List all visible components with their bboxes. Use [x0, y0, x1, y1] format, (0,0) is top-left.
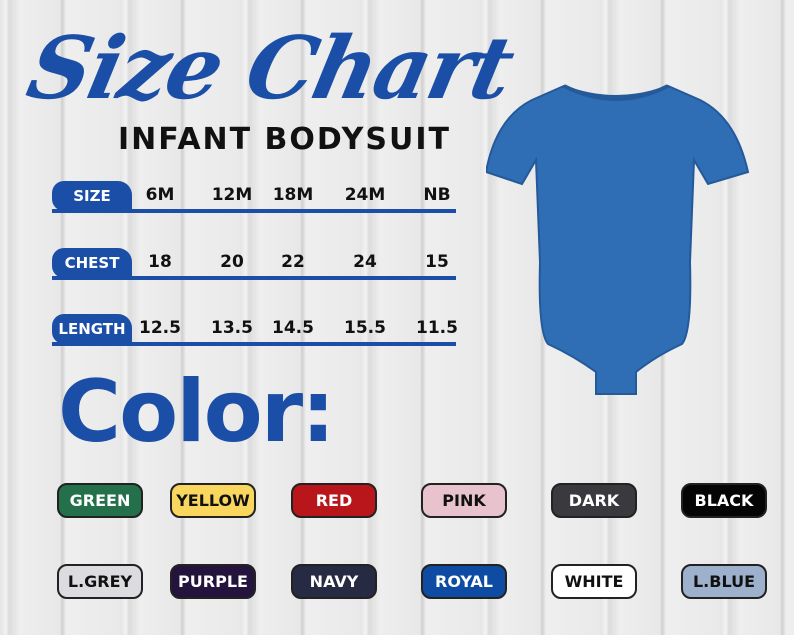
color-swatch-black[interactable]: BLACK: [681, 483, 767, 518]
color-swatch-yellow[interactable]: YELLOW: [170, 483, 256, 518]
table-cell: 24M: [344, 185, 386, 205]
table-cell: 13.5: [211, 318, 253, 338]
table-cell: 11.5: [416, 318, 458, 338]
color-swatch-pink[interactable]: PINK: [421, 483, 507, 518]
title: Size Chart: [19, 18, 521, 119]
table-cell: 15.5: [344, 318, 386, 338]
color-swatch-royal[interactable]: ROYAL: [421, 564, 507, 599]
table-cell: 22: [281, 252, 305, 272]
bodysuit-image: [486, 84, 750, 395]
color-swatch-green[interactable]: GREEN: [57, 483, 143, 518]
subtitle: INFANT BODYSUIT: [118, 122, 451, 157]
table-cell: 18M: [272, 185, 314, 205]
color-swatch-dark[interactable]: DARK: [551, 483, 637, 518]
color-swatch-l-blue[interactable]: L.BLUE: [681, 564, 767, 599]
color-heading: Color:: [58, 362, 336, 462]
row-label: CHEST: [52, 248, 132, 278]
table-cell: 18: [148, 252, 172, 272]
table-cell: 15: [425, 252, 449, 272]
table-cell: 6M: [145, 185, 175, 205]
table-row: SIZE 6M 12M 18M 24M NB: [52, 181, 456, 213]
color-swatch-white[interactable]: WHITE: [551, 564, 637, 599]
table-cell: 14.5: [272, 318, 314, 338]
color-swatch-l-grey[interactable]: L.GREY: [57, 564, 143, 599]
row-label: LENGTH: [52, 314, 132, 344]
table-row: LENGTH 12.5 13.5 14.5 15.5 11.5: [52, 314, 458, 346]
table-cell: 24: [353, 252, 377, 272]
table-cell: 12.5: [139, 318, 181, 338]
table-cell: 20: [220, 252, 244, 272]
table-row: CHEST 18 20 22 24 15: [52, 248, 456, 280]
color-swatch-red[interactable]: RED: [291, 483, 377, 518]
bodysuit-shape: [486, 84, 750, 395]
table-cell: 12M: [211, 185, 253, 205]
color-swatch-purple[interactable]: PURPLE: [170, 564, 256, 599]
color-swatch-navy[interactable]: NAVY: [291, 564, 377, 599]
row-label: SIZE: [52, 181, 132, 211]
table-cell: NB: [423, 185, 451, 205]
